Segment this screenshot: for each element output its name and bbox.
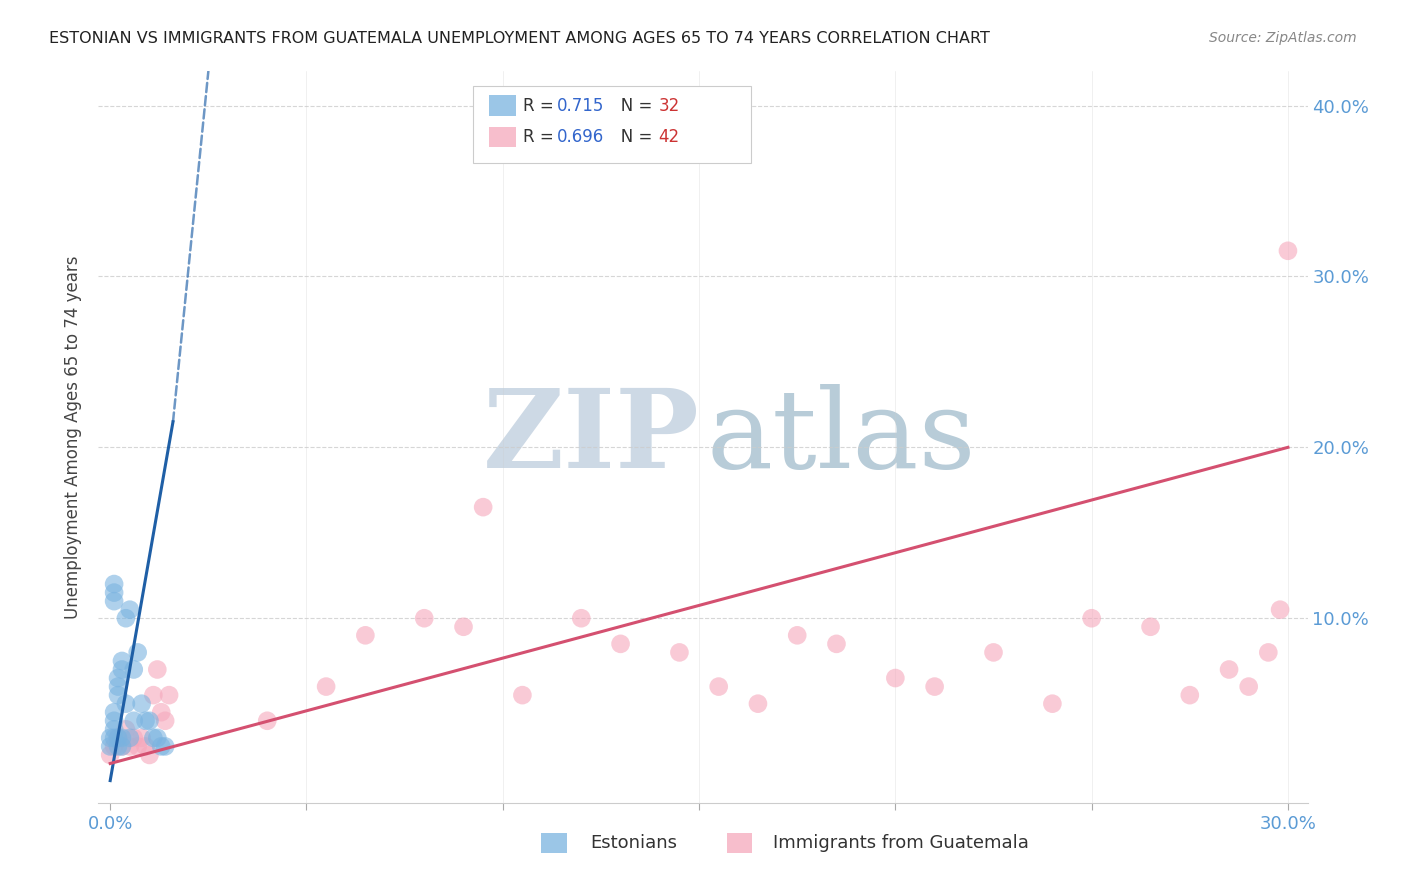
Text: 32: 32: [658, 96, 679, 115]
Point: [111, 739, 134, 754]
Text: ESTONIAN VS IMMIGRANTS FROM GUATEMALA UNEMPLOYMENT AMONG AGES 65 TO 74 YEARS COR: ESTONIAN VS IMMIGRANTS FROM GUATEMALA UN…: [49, 31, 990, 46]
FancyBboxPatch shape: [474, 86, 751, 163]
Point: [127, 645, 149, 659]
Point: [135, 714, 157, 728]
Point: [150, 739, 173, 754]
Point: [315, 680, 337, 694]
Point: [1257, 645, 1279, 659]
Point: [1139, 620, 1161, 634]
Point: [1080, 611, 1102, 625]
Point: [127, 739, 149, 754]
Point: [111, 663, 134, 677]
Text: Immigrants from Guatemala: Immigrants from Guatemala: [773, 834, 1029, 852]
Text: R =: R =: [523, 96, 558, 115]
Y-axis label: Unemployment Among Ages 65 to 74 years: Unemployment Among Ages 65 to 74 years: [65, 255, 83, 619]
Point: [1237, 680, 1260, 694]
Point: [118, 731, 141, 745]
Text: Source: ZipAtlas.com: Source: ZipAtlas.com: [1209, 31, 1357, 45]
Point: [103, 585, 125, 599]
Point: [118, 739, 141, 754]
Text: ZIP: ZIP: [482, 384, 699, 491]
Point: [138, 714, 160, 728]
Point: [1218, 663, 1240, 677]
FancyBboxPatch shape: [489, 127, 516, 147]
Point: [786, 628, 808, 642]
Point: [472, 500, 495, 515]
Text: N =: N =: [605, 128, 658, 146]
Point: [924, 680, 946, 694]
Point: [983, 645, 1005, 659]
Point: [103, 594, 125, 608]
Point: [107, 731, 129, 745]
Point: [512, 688, 534, 702]
Point: [1277, 244, 1299, 258]
Point: [111, 654, 134, 668]
Point: [103, 714, 125, 728]
FancyBboxPatch shape: [489, 95, 516, 116]
Text: Estonians: Estonians: [591, 834, 678, 852]
Text: R =: R =: [523, 128, 558, 146]
Point: [569, 611, 592, 625]
Point: [825, 637, 848, 651]
Point: [131, 697, 153, 711]
Point: [98, 747, 121, 762]
Point: [107, 680, 129, 694]
Text: N =: N =: [605, 96, 658, 115]
Point: [1268, 603, 1291, 617]
Point: [256, 714, 278, 728]
Point: [354, 628, 377, 642]
Point: [111, 739, 134, 754]
Point: [131, 731, 153, 745]
Text: 0.715: 0.715: [557, 96, 605, 115]
Point: [142, 731, 165, 745]
Point: [111, 731, 134, 745]
Point: [609, 637, 631, 651]
Point: [884, 671, 907, 685]
Point: [1178, 688, 1201, 702]
Text: atlas: atlas: [707, 384, 976, 491]
Point: [146, 663, 169, 677]
Point: [115, 723, 138, 737]
Point: [146, 731, 169, 745]
Point: [142, 688, 165, 702]
Point: [668, 645, 690, 659]
Bar: [541, 833, 567, 853]
Point: [122, 731, 145, 745]
Point: [153, 739, 176, 754]
Point: [115, 611, 138, 625]
Point: [453, 620, 475, 634]
Point: [103, 731, 125, 745]
Point: [122, 663, 145, 677]
Text: 42: 42: [658, 128, 679, 146]
Point: [107, 739, 129, 754]
Point: [103, 705, 125, 719]
Point: [103, 723, 125, 737]
Point: [118, 603, 141, 617]
Point: [747, 697, 769, 711]
Point: [103, 577, 125, 591]
Point: [107, 731, 129, 745]
Point: [157, 688, 180, 702]
Point: [122, 714, 145, 728]
Point: [1042, 697, 1064, 711]
Point: [98, 731, 121, 745]
Point: [153, 714, 176, 728]
Point: [98, 739, 121, 754]
Point: [107, 688, 129, 702]
Point: [413, 611, 436, 625]
Point: [138, 747, 160, 762]
Point: [150, 705, 173, 719]
Point: [103, 739, 125, 754]
Point: [707, 680, 730, 694]
Text: 0.696: 0.696: [557, 128, 605, 146]
Point: [115, 697, 138, 711]
Point: [135, 739, 157, 754]
Point: [107, 671, 129, 685]
Bar: [727, 833, 752, 853]
